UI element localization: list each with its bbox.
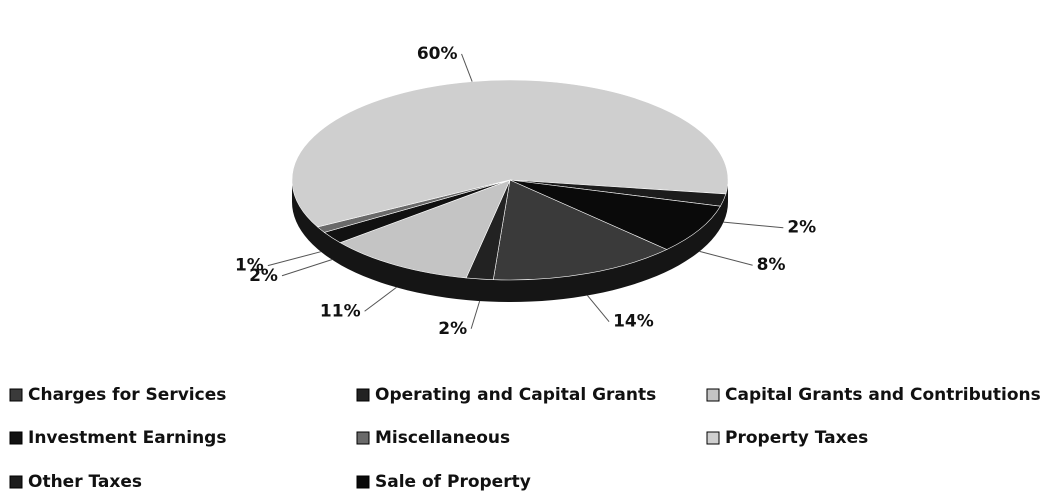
leader-line (364, 286, 397, 312)
leader-line (699, 250, 753, 266)
data-label: 8% (757, 255, 786, 275)
leader-line (281, 259, 333, 277)
pie-slice (509, 179, 721, 250)
leader-line (723, 221, 784, 229)
legend-swatch (9, 388, 23, 402)
legend-label: Capital Grants and Contributions (725, 385, 1041, 405)
pie-slice (492, 179, 668, 281)
leader-line (267, 251, 321, 267)
legend-label: Property Taxes (725, 428, 868, 448)
legend-swatch (9, 431, 23, 445)
legend-label: Other Taxes (28, 472, 142, 492)
legend-swatch (706, 431, 720, 445)
legend-label: Sale of Property (375, 472, 531, 492)
data-label: 2% (249, 266, 278, 286)
legend-swatch (706, 388, 720, 402)
pie-slice (339, 179, 511, 279)
legend-label: Charges for Services (28, 385, 226, 405)
legend-swatch (9, 475, 23, 489)
leader-line (587, 295, 610, 322)
data-label: 60% (417, 44, 458, 64)
leader-line (470, 300, 481, 329)
data-label: 14% (613, 312, 654, 332)
legend-label: Miscellaneous (375, 428, 510, 448)
data-label: 11% (320, 301, 361, 321)
pie-slice (291, 79, 729, 228)
legend-swatch (356, 431, 370, 445)
legend-label: Investment Earnings (28, 428, 226, 448)
data-label: 1% (235, 256, 264, 276)
legend-swatch (356, 388, 370, 402)
data-label: 2% (787, 218, 816, 238)
legend-swatch (356, 475, 370, 489)
legend-label: Operating and Capital Grants (375, 385, 656, 405)
data-label: 2% (438, 319, 467, 339)
leader-line (461, 53, 473, 82)
